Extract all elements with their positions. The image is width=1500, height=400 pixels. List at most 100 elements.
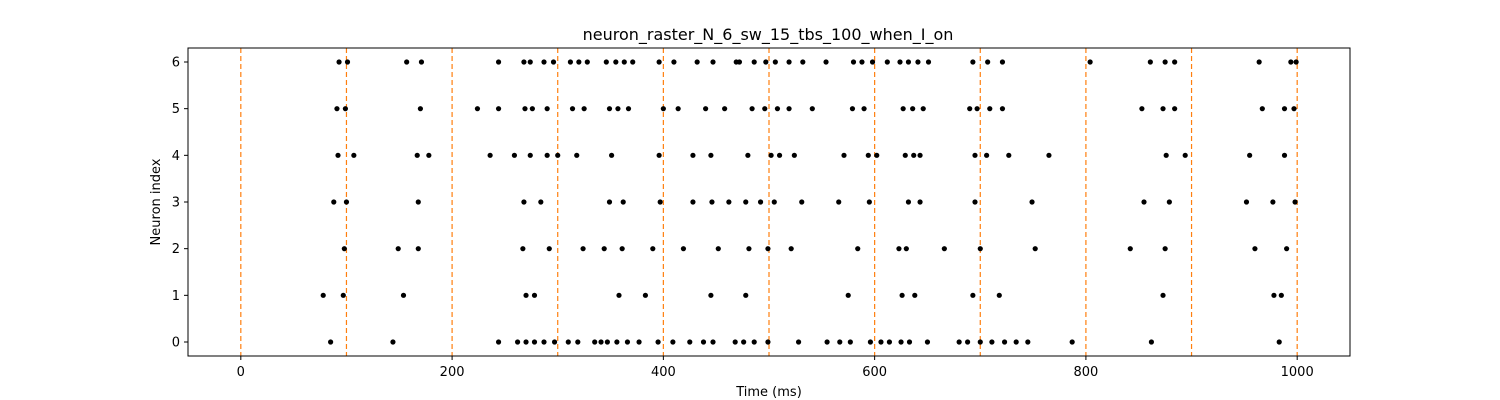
spike-n3-4 <box>538 199 544 205</box>
spike-n6-25 <box>786 59 792 65</box>
spike-n6-5 <box>521 59 527 65</box>
spike-n2-4 <box>546 246 552 252</box>
spike-n6-22 <box>751 59 757 65</box>
spike-n5-19 <box>774 106 781 112</box>
spike-n0-15 <box>636 339 642 345</box>
spike-n1-13 <box>996 292 1002 298</box>
spike-n4-10 <box>609 152 615 158</box>
spike-n4-9 <box>574 152 580 158</box>
spike-n6-34 <box>915 59 921 65</box>
spike-n3-18 <box>917 199 923 205</box>
spike-n5-23 <box>861 106 867 112</box>
spike-n4-8 <box>555 152 561 158</box>
spike-n3-11 <box>743 199 749 205</box>
spike-n2-7 <box>619 246 625 252</box>
spike-n2-18 <box>977 246 983 252</box>
spike-n6-2 <box>404 59 410 65</box>
spike-n6-30 <box>869 59 876 65</box>
spike-n4-7 <box>544 152 550 158</box>
spike-n3-17 <box>905 199 912 205</box>
spike-n0-31 <box>886 339 893 345</box>
spike-n0-14 <box>624 339 631 345</box>
chart-title: neuron_raster_N_6_sw_15_tbs_100_when_I_o… <box>583 25 954 45</box>
spike-n0-12 <box>604 339 610 345</box>
x-tick-label-1000: 1000 <box>1281 365 1314 380</box>
y-tick-label-4: 4 <box>172 149 180 164</box>
spike-n0-41 <box>1025 339 1031 345</box>
spike-n1-7 <box>708 292 714 298</box>
spike-n0-35 <box>956 339 962 345</box>
spike-n4-4 <box>487 152 493 158</box>
spike-n0-2 <box>495 339 502 345</box>
spike-n5-9 <box>581 106 587 112</box>
spike-n2-12 <box>765 246 771 252</box>
spike-n3-21 <box>1141 199 1147 205</box>
spike-n0-43 <box>1148 339 1155 345</box>
spike-n2-17 <box>941 246 947 252</box>
spike-n4-30 <box>1247 152 1253 158</box>
spike-n5-8 <box>569 106 576 112</box>
spike-n3-19 <box>972 199 978 205</box>
spike-n6-16 <box>656 59 662 65</box>
spike-n0-28 <box>847 339 853 345</box>
spike-n0-20 <box>710 339 716 345</box>
spike-n1-11 <box>912 292 918 298</box>
y-tick-label-3: 3 <box>172 196 180 211</box>
spike-n3-6 <box>620 199 626 205</box>
spike-n0-10 <box>592 339 598 345</box>
spike-n6-21 <box>736 59 743 65</box>
spike-n6-8 <box>550 59 557 65</box>
spike-n3-20 <box>1029 199 1035 205</box>
spike-n5-33 <box>1172 106 1178 112</box>
spike-points <box>320 59 1299 345</box>
spike-n4-5 <box>511 152 518 158</box>
spike-n5-26 <box>920 106 926 112</box>
spike-n2-6 <box>601 246 607 252</box>
spike-n0-29 <box>867 339 874 345</box>
spike-n2-21 <box>1162 246 1168 252</box>
spike-n5-28 <box>974 106 980 112</box>
spike-n2-13 <box>788 246 794 252</box>
y-tick-label-6: 6 <box>172 56 180 71</box>
spike-n4-11 <box>656 152 662 158</box>
spike-n5-34 <box>1259 106 1265 112</box>
spike-n3-24 <box>1270 199 1276 205</box>
spike-n2-0 <box>341 246 347 252</box>
y-tick-label-0: 0 <box>172 336 180 351</box>
spike-n0-32 <box>898 339 904 345</box>
spike-n5-31 <box>1139 106 1145 112</box>
y-axis-ticks: 0 1 2 3 4 5 6 <box>172 56 188 351</box>
spike-n1-9 <box>845 292 851 298</box>
spike-n1-5 <box>616 292 622 298</box>
spike-n6-43 <box>1256 59 1262 65</box>
spike-n3-15 <box>836 199 842 205</box>
spike-n2-23 <box>1284 246 1290 252</box>
spike-n5-32 <box>1160 106 1166 112</box>
spike-n5-21 <box>809 106 815 112</box>
spike-n3-1 <box>343 199 350 205</box>
spike-n0-25 <box>795 339 802 345</box>
spike-n0-13 <box>614 339 620 345</box>
spike-n3-3 <box>521 199 527 205</box>
spike-n6-24 <box>772 59 778 65</box>
spike-n2-11 <box>746 246 752 252</box>
spike-n6-7 <box>541 59 547 65</box>
spike-n6-3 <box>418 59 425 65</box>
spike-n2-20 <box>1127 246 1133 252</box>
spike-n2-8 <box>650 246 656 252</box>
spike-n4-22 <box>911 152 917 158</box>
spike-n6-6 <box>527 59 533 65</box>
spike-n6-36 <box>970 59 976 65</box>
spike-n0-23 <box>751 339 757 345</box>
spike-n2-10 <box>715 246 721 252</box>
spike-n4-13 <box>708 152 714 158</box>
spike-n3-2 <box>415 199 421 205</box>
spike-n0-0 <box>328 339 334 345</box>
spike-n0-37 <box>977 339 983 345</box>
spike-n3-5 <box>606 199 613 205</box>
spike-n0-22 <box>741 339 747 345</box>
spike-n3-14 <box>799 199 805 205</box>
spike-n1-16 <box>1278 292 1284 298</box>
spike-n5-25 <box>910 106 916 112</box>
